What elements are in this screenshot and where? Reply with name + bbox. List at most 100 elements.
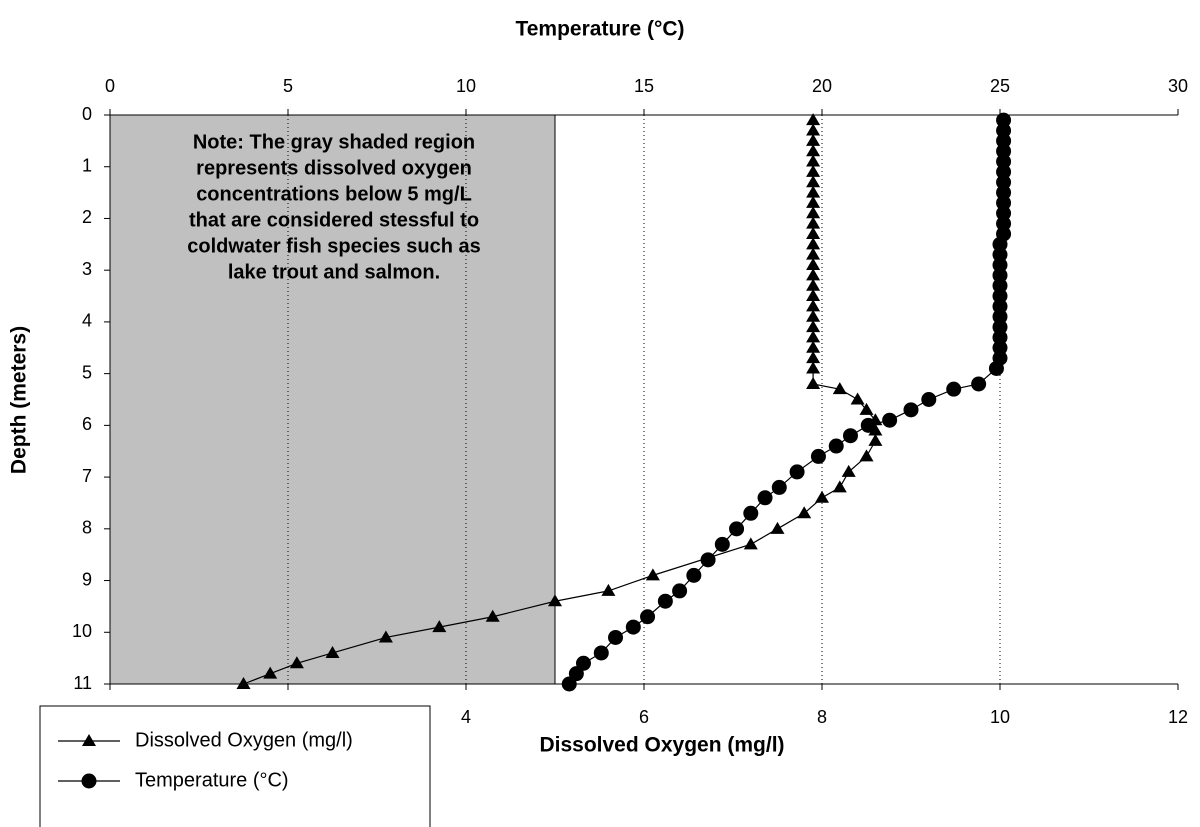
circle-marker <box>729 521 745 537</box>
triangle-marker <box>806 258 821 271</box>
x-axis-label: Dissolved Oxygen (mg/l) <box>539 734 784 757</box>
triangle-marker <box>806 206 821 219</box>
circle-marker <box>992 329 1008 345</box>
circle-marker <box>757 490 773 506</box>
x-tick-label: 12 <box>1168 707 1188 727</box>
triangle-marker <box>378 630 393 643</box>
y-tick-label: 10 <box>72 621 92 641</box>
triangle-marker <box>806 320 821 333</box>
y-tick-label: 3 <box>82 259 92 279</box>
triangle-marker <box>806 226 821 239</box>
circle-marker <box>992 319 1008 335</box>
circle-marker <box>640 609 656 625</box>
triangle-marker <box>806 309 821 322</box>
circle-marker <box>828 438 844 454</box>
circle-marker <box>593 645 609 661</box>
legend-label: Temperature (°C) <box>135 769 289 791</box>
triangle-marker <box>806 113 821 126</box>
circle-marker <box>672 583 688 599</box>
triangle-marker <box>806 376 821 389</box>
circle-marker <box>921 392 937 407</box>
circle-marker <box>789 464 805 480</box>
triangle-marker <box>806 123 821 136</box>
circle-marker <box>996 133 1012 149</box>
triangle-marker <box>236 677 251 689</box>
note-line: concentrations below 5 mg/L <box>196 183 472 205</box>
circle-marker <box>992 257 1008 273</box>
triangle-marker <box>82 734 96 746</box>
circle-marker <box>771 479 787 495</box>
x-tick-label: 6 <box>639 707 649 727</box>
note-line: that are considered stessful to <box>189 209 479 231</box>
circle-marker <box>903 402 919 418</box>
triangle-marker <box>743 537 758 550</box>
circle-marker <box>608 629 624 645</box>
triangle-marker <box>806 216 821 229</box>
circle-marker <box>860 417 876 433</box>
triangle-marker <box>548 594 562 607</box>
triangle-marker <box>289 656 304 669</box>
triangle-marker <box>325 645 340 658</box>
circle-marker <box>996 205 1012 221</box>
triangle-marker <box>859 402 874 415</box>
x2-tick-label: 30 <box>1168 76 1188 96</box>
y-tick-label: 6 <box>82 414 92 434</box>
circle-marker <box>81 773 97 789</box>
triangle-marker <box>806 175 821 188</box>
x-tick-label: 8 <box>817 707 827 727</box>
circle-marker <box>992 267 1008 283</box>
circle-marker <box>561 676 577 692</box>
note-line: coldwater fish species such as <box>187 235 480 257</box>
series-line <box>568 120 1005 685</box>
triangle-marker <box>263 666 278 679</box>
circle-marker <box>625 619 641 635</box>
legend-box <box>39 705 431 827</box>
y-axis-label: Depth (meters) <box>8 326 31 474</box>
x2-tick-label: 10 <box>456 76 476 96</box>
triangle-marker <box>806 340 821 353</box>
circle-marker <box>810 448 826 464</box>
triangle-marker <box>806 237 821 250</box>
circle-marker <box>996 143 1012 159</box>
triangle-marker <box>806 278 821 291</box>
triangle-marker <box>806 361 821 374</box>
y-tick-label: 1 <box>82 155 92 175</box>
y-tick-label: 8 <box>82 518 92 538</box>
circle-marker <box>992 288 1008 304</box>
triangle-marker <box>868 433 883 446</box>
triangle-marker <box>859 449 874 462</box>
circle-marker <box>996 164 1012 180</box>
circle-marker <box>992 236 1008 252</box>
y-tick-label: 4 <box>82 311 92 331</box>
circle-marker <box>882 412 898 428</box>
triangle-marker <box>770 521 785 534</box>
circle-marker <box>700 552 716 568</box>
triangle-marker <box>815 490 829 503</box>
y-tick-label: 9 <box>82 569 92 589</box>
triangle-marker <box>806 247 821 260</box>
circle-marker <box>686 567 702 583</box>
y-tick-label: 7 <box>82 466 92 486</box>
circle-marker <box>996 216 1012 232</box>
y-tick-label: 0 <box>82 104 92 124</box>
triangle-marker <box>806 330 821 343</box>
triangle-marker <box>868 423 883 436</box>
triangle-marker <box>432 620 447 633</box>
circle-marker <box>842 428 858 444</box>
circle-marker <box>996 123 1012 139</box>
circle-marker <box>992 247 1008 263</box>
triangle-marker <box>832 382 847 395</box>
x2-tick-label: 5 <box>283 76 293 96</box>
y-tick-label: 5 <box>82 362 92 382</box>
circle-marker <box>996 154 1012 170</box>
y-tick-label: 11 <box>73 673 92 693</box>
triangle-marker <box>850 392 865 405</box>
circle-marker <box>996 174 1012 190</box>
triangle-marker <box>806 164 821 177</box>
triangle-marker <box>806 144 821 157</box>
circle-marker <box>946 381 962 397</box>
chart-title: Temperature (°C) <box>515 18 684 41</box>
triangle-marker <box>832 480 847 493</box>
x-tick-label: 10 <box>990 707 1010 727</box>
